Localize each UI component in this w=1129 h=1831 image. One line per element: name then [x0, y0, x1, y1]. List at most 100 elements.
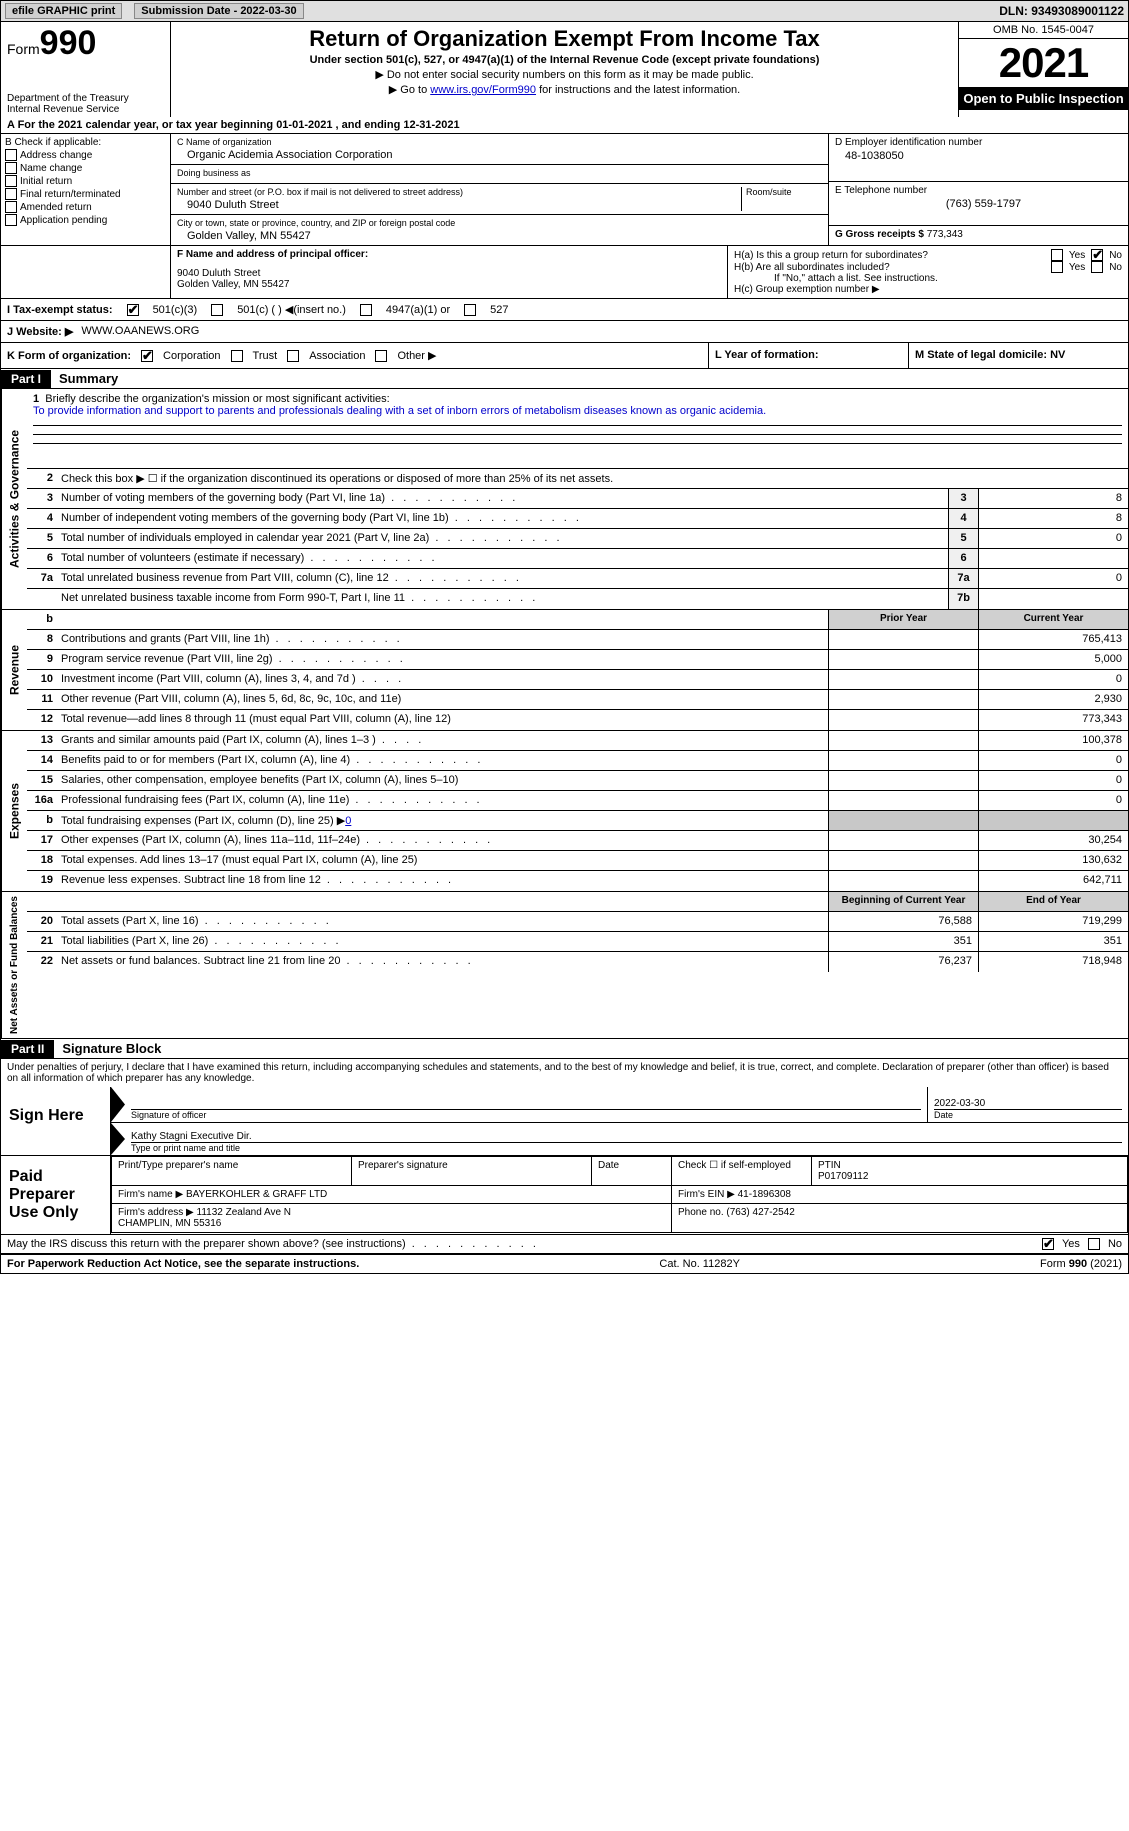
paid-preparer-row: Paid Preparer Use Only Print/Type prepar…	[0, 1156, 1129, 1235]
form-subtitle: Under section 501(c), 527, or 4947(a)(1)…	[179, 54, 950, 66]
efile-btn[interactable]: efile GRAPHIC print	[5, 3, 122, 19]
sig-date: 2022-03-30	[934, 1098, 1122, 1109]
side-activities: Activities & Governance	[1, 389, 27, 609]
tax-status-row: I Tax-exempt status: 501(c)(3) 501(c) ( …	[0, 299, 1129, 321]
k-row: K Form of organization: Corporation Trus…	[0, 343, 1129, 369]
l19c: 642,711	[978, 871, 1128, 891]
ha-yes[interactable]	[1051, 249, 1063, 261]
header-right: OMB No. 1545-0047 2021 Open to Public In…	[958, 22, 1128, 117]
chk-corp[interactable]	[141, 350, 153, 362]
chk-527[interactable]	[464, 304, 476, 316]
col-d: D Employer identification number 48-1038…	[828, 134, 1128, 245]
l13: Grants and similar amounts paid (Part IX…	[57, 731, 828, 750]
phone: (763) 559-1797	[835, 196, 1122, 210]
l10c: 0	[978, 670, 1128, 689]
expenses-section: Expenses 13Grants and similar amounts pa…	[0, 731, 1129, 892]
h-date: Date	[592, 1157, 672, 1186]
l20c: 719,299	[978, 912, 1128, 931]
col-b-label: B Check if applicable:	[5, 137, 166, 148]
city-label: City or town, state or province, country…	[177, 218, 822, 228]
paid-here: Paid Preparer Use Only	[1, 1156, 111, 1234]
ha-no[interactable]	[1091, 249, 1103, 261]
l12: Total revenue—add lines 8 through 11 (mu…	[57, 710, 828, 730]
l18: Total expenses. Add lines 13–17 (must eq…	[57, 851, 828, 870]
chk-501c3[interactable]	[127, 304, 139, 316]
chk-501c[interactable]	[211, 304, 223, 316]
discuss-yes[interactable]	[1042, 1238, 1054, 1250]
chk-assoc[interactable]	[287, 350, 299, 362]
l14c: 0	[978, 751, 1128, 770]
l13c: 100,378	[978, 731, 1128, 750]
l16a: Professional fundraising fees (Part IX, …	[57, 791, 828, 810]
org-name: Organic Acidemia Association Corporation	[177, 147, 822, 161]
irs-link[interactable]: www.irs.gov/Form990	[430, 84, 536, 96]
h-prep-name: Print/Type preparer's name	[112, 1157, 352, 1186]
chk-app[interactable]	[5, 214, 17, 226]
hb-row: H(b) Are all subordinates included? Yes …	[734, 261, 1122, 273]
l15c: 0	[978, 771, 1128, 790]
paid-table: Print/Type preparer's name Preparer's si…	[111, 1156, 1128, 1233]
chk-final[interactable]	[5, 188, 17, 200]
website-row: J Website: ▶ WWW.OAANEWS.ORG	[0, 321, 1129, 343]
open-inspection: Open to Public Inspection	[959, 87, 1128, 110]
activities-section: Activities & Governance 1 Briefly descri…	[0, 389, 1129, 610]
part2-row: Part II Signature Block	[0, 1039, 1129, 1059]
dept-label: Department of the Treasury Internal Reve…	[7, 93, 164, 115]
form-title: Return of Organization Exempt From Incom…	[179, 26, 950, 52]
name-label: Type or print name and title	[131, 1142, 1122, 1153]
date-label: Date	[934, 1109, 1122, 1120]
chk-4947[interactable]	[360, 304, 372, 316]
form-number: 990	[40, 24, 97, 62]
hb-note: If "No," attach a list. See instructions…	[734, 273, 1122, 284]
form-label: Form	[7, 41, 40, 57]
l21c: 351	[978, 932, 1128, 951]
l17: Other expenses (Part IX, column (A), lin…	[57, 831, 828, 850]
h-prep-sig: Preparer's signature	[352, 1157, 592, 1186]
f-addr1: 9040 Duluth Street	[177, 268, 721, 279]
mission-block: 1 Briefly describe the organization's mi…	[27, 389, 1128, 469]
prior-header: Prior Year	[828, 610, 978, 629]
l3: Number of voting members of the governin…	[57, 489, 948, 508]
chk-name[interactable]	[5, 162, 17, 174]
tax-year: 2021	[959, 39, 1128, 87]
form-header: Form990 Department of the Treasury Inter…	[0, 22, 1129, 117]
l4v: 8	[978, 509, 1128, 528]
chk-trust[interactable]	[231, 350, 243, 362]
footer-mid: Cat. No. 11282Y	[659, 1258, 740, 1270]
l11: Other revenue (Part VIII, column (A), li…	[57, 690, 828, 709]
l7bv	[978, 589, 1128, 609]
discuss-no[interactable]	[1088, 1238, 1100, 1250]
hb-yes[interactable]	[1051, 261, 1063, 273]
part1-header: Part I	[1, 370, 51, 388]
l7av: 0	[978, 569, 1128, 588]
part2-header: Part II	[1, 1040, 54, 1058]
hb-no[interactable]	[1091, 261, 1103, 273]
gross-label: G Gross receipts $	[835, 229, 924, 240]
chk-address[interactable]	[5, 149, 17, 161]
city: Golden Valley, MN 55427	[177, 228, 822, 242]
l8: Contributions and grants (Part VIII, lin…	[57, 630, 828, 649]
submission-btn[interactable]: Submission Date - 2022-03-30	[134, 3, 303, 19]
l4: Number of independent voting members of …	[57, 509, 948, 528]
ein-label: D Employer identification number	[835, 137, 1122, 148]
discuss-row: May the IRS discuss this return with the…	[0, 1235, 1129, 1254]
discuss-text: May the IRS discuss this return with the…	[7, 1238, 539, 1250]
l20p: 76,588	[828, 912, 978, 931]
l7a: Total unrelated business revenue from Pa…	[57, 569, 948, 588]
l5: Total number of individuals employed in …	[57, 529, 948, 548]
revenue-section: Revenue bPrior YearCurrent Year 8Contrib…	[0, 610, 1129, 731]
chk-amended[interactable]	[5, 201, 17, 213]
omb-number: OMB No. 1545-0047	[959, 22, 1128, 39]
chk-initial[interactable]	[5, 175, 17, 187]
l6: Total number of volunteers (estimate if …	[57, 549, 948, 568]
ssn-note: ▶ Do not enter social security numbers o…	[179, 68, 950, 81]
l7b: Net unrelated business taxable income fr…	[57, 589, 948, 609]
ptin: P01709112	[818, 1171, 868, 1182]
room-label: Room/suite	[746, 187, 822, 197]
website: WWW.OAANEWS.ORG	[81, 325, 199, 338]
header-mid: Return of Organization Exempt From Incom…	[171, 22, 958, 117]
l11c: 2,930	[978, 690, 1128, 709]
penalty-text: Under penalties of perjury, I declare th…	[0, 1059, 1129, 1087]
street-label: Number and street (or P.O. box if mail i…	[177, 187, 737, 197]
chk-other[interactable]	[375, 350, 387, 362]
